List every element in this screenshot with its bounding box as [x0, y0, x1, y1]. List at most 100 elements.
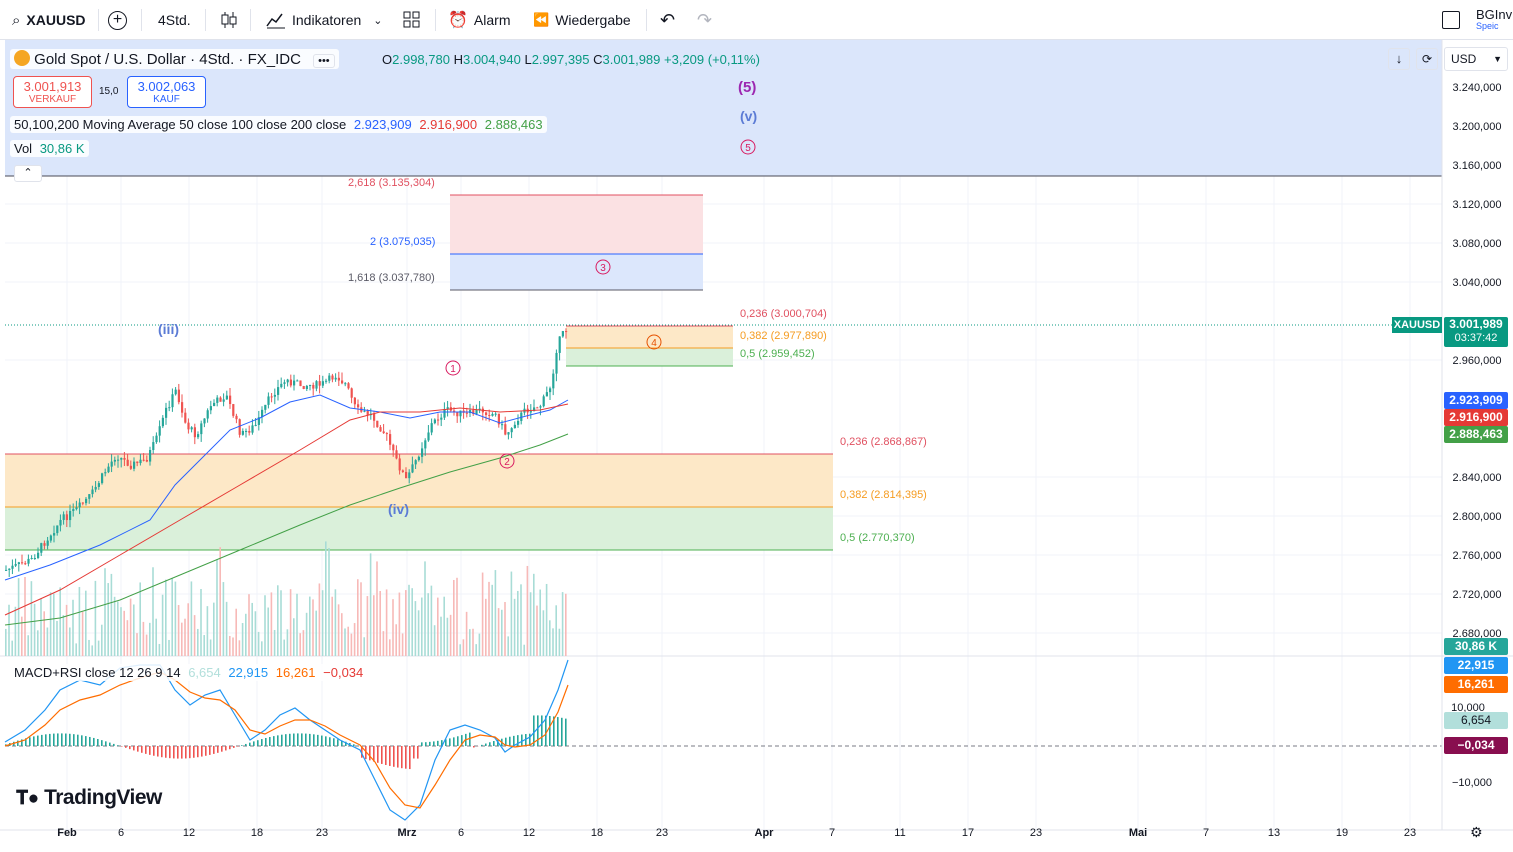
- price-axis[interactable]: 3.240,000 3.200,000 3.160,000 3.120,000 3.08…: [1453, 82, 1502, 640]
- tradingview-logo[interactable]: 𝐓● TradingView: [16, 786, 162, 810]
- candle-body: [280, 383, 283, 388]
- currency-select[interactable]: USD ▼: [1444, 47, 1508, 71]
- macd-histogram-bar: [237, 746, 239, 747]
- candle-body: [453, 410, 456, 412]
- add-symbol-button[interactable]: +: [108, 8, 127, 32]
- chevron-down-icon: ▼: [1493, 54, 1502, 64]
- volume-bar: [94, 580, 97, 656]
- candle-body: [437, 419, 440, 421]
- candle-body: [430, 423, 433, 433]
- candle-body: [72, 509, 75, 512]
- volume-bar: [373, 595, 375, 656]
- volume-bar: [318, 583, 321, 656]
- volume-bar: [513, 598, 516, 656]
- candle-body: [517, 420, 520, 425]
- volume-bar: [120, 607, 122, 656]
- macd-histogram-bar: [433, 741, 435, 746]
- alarm-button[interactable]: ⏰ Alarm: [448, 8, 510, 32]
- candle-body: [56, 525, 59, 534]
- undo-button[interactable]: ↶: [660, 8, 675, 32]
- symbol-search[interactable]: ⌕ XAUUSD: [12, 8, 86, 32]
- wave-circle-4-text: 4: [651, 338, 657, 349]
- volume-bar: [334, 589, 337, 656]
- volume-bar: [430, 585, 433, 656]
- settings-button[interactable]: ⚙: [1470, 824, 1483, 841]
- rsi-tag: −0,034: [1444, 737, 1508, 754]
- indicators-label: Indikatoren: [292, 12, 362, 28]
- volume-bar: [472, 628, 474, 656]
- fib-box-blue: [450, 254, 703, 290]
- volume-bar: [117, 601, 119, 656]
- price-axis-tick: 2.840,000: [1453, 472, 1502, 484]
- volume-bar: [446, 617, 449, 656]
- volume-bar: [401, 633, 404, 656]
- candle-body: [424, 440, 427, 449]
- volume-bar: [81, 611, 84, 656]
- candle-body: [232, 404, 235, 416]
- chart-type-button[interactable]: [220, 8, 238, 32]
- vol-legend[interactable]: Vol 30,86 K: [10, 140, 89, 157]
- wave-label-iv: (iv): [388, 501, 409, 517]
- buy-button[interactable]: 3.002,063 KAUF: [127, 76, 206, 108]
- chart-area[interactable]: 2,618 (3.135,304) 2 (3.075,035) 1,618 (3…: [0, 40, 1513, 852]
- candle-body: [142, 459, 145, 461]
- more-button[interactable]: •••: [313, 54, 335, 68]
- volume-bar: [91, 645, 93, 656]
- low-value: 2.997,395: [531, 52, 590, 67]
- redo-button[interactable]: ↷: [697, 8, 712, 32]
- candle-body: [459, 410, 462, 417]
- time-axis-tick: 11: [894, 827, 905, 839]
- price-chart[interactable]: 2,618 (3.135,304) 2 (3.075,035) 1,618 (3…: [0, 40, 1513, 852]
- candle-body: [494, 413, 497, 415]
- volume-bar: [385, 589, 388, 656]
- candle-body: [49, 535, 52, 541]
- indicators-button[interactable]: Indikatoren ⌄: [266, 8, 383, 32]
- macd-histogram-bar: [401, 746, 403, 769]
- volume-bar: [65, 604, 68, 656]
- replay-button[interactable]: ⏪ Wiedergabe: [533, 8, 631, 32]
- scroll-down-button[interactable]: ↓: [1388, 48, 1410, 70]
- macd-histogram-bar: [113, 743, 115, 746]
- volume-bar: [478, 633, 481, 656]
- time-axis[interactable]: Feb 6 12 18 23 Mrz 6 12 18 23 Apr 7 11 17 23 Mai 7 13 19 23: [57, 827, 1416, 839]
- macd-histogram-bar: [61, 733, 63, 746]
- layout-button[interactable]: [403, 8, 421, 32]
- interval-button[interactable]: 4Std.: [158, 8, 191, 32]
- volume-bar: [517, 590, 519, 656]
- macd-histogram-bar: [157, 746, 159, 757]
- last-price: 3.001,989: [1449, 317, 1503, 331]
- chevron-down-icon[interactable]: ⌄: [373, 14, 383, 27]
- macd-histogram-bar: [549, 716, 551, 746]
- candle-body: [558, 336, 561, 353]
- candle-body: [8, 568, 11, 570]
- volume-bar: [449, 614, 452, 656]
- macd-histogram-bar: [289, 733, 291, 746]
- vol-tag: 30,86 K: [1444, 638, 1508, 655]
- candle-body: [101, 473, 104, 484]
- candle-body: [200, 423, 203, 435]
- macd-histogram-bar: [389, 746, 391, 766]
- symbol-legend[interactable]: Gold Spot / U.S. Dollar · 4Std. · FX_IDC…: [10, 49, 339, 69]
- volume-bar: [357, 579, 359, 656]
- redo-icon: ↷: [697, 9, 713, 30]
- macd-histogram-bar: [493, 741, 495, 746]
- candle-body: [341, 380, 344, 384]
- collapse-legend-button[interactable]: ⌃: [14, 165, 42, 182]
- ma-legend[interactable]: 50,100,200 Moving Average 50 close 100 c…: [10, 116, 547, 133]
- macd-histogram-bar: [145, 746, 147, 754]
- volume-bar: [427, 593, 429, 656]
- macd-histogram-bar: [321, 735, 323, 746]
- account-button[interactable]: BGInv Speic: [1476, 7, 1512, 31]
- macd-histogram-bar: [257, 740, 259, 746]
- candle-body: [187, 422, 190, 430]
- macd-legend[interactable]: MACD+RSI close 12 26 9 14 6,654 22,915 1…: [10, 664, 368, 681]
- macd-histogram-bar: [513, 735, 515, 746]
- sell-button[interactable]: 3.001,913 VERKAUF: [13, 76, 92, 108]
- macd-histogram-bar: [469, 732, 471, 746]
- volume-bar: [181, 622, 183, 656]
- volume-bar: [123, 610, 125, 656]
- fullscreen-button[interactable]: [1442, 8, 1460, 32]
- candle-body: [373, 413, 376, 421]
- macd-histogram-bar: [189, 746, 191, 759]
- auto-scale-button[interactable]: ⟳: [1416, 48, 1438, 70]
